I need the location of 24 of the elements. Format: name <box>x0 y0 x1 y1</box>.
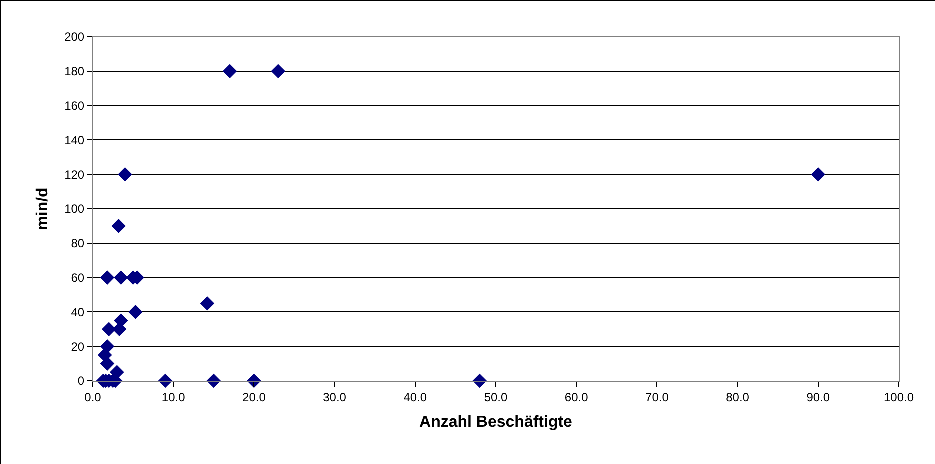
x-tick-label: 0.0 <box>84 390 102 404</box>
x-tick-label: 80.0 <box>726 390 750 404</box>
y-tick-label: 100 <box>64 202 85 216</box>
y-tick-label: 80 <box>71 236 85 251</box>
x-tick-label: 40.0 <box>404 390 428 404</box>
y-tick-label: 200 <box>64 30 85 44</box>
x-tick-label: 20.0 <box>242 390 266 404</box>
x-tick-label: 60.0 <box>564 390 589 404</box>
y-tick-label: 120 <box>64 168 85 182</box>
y-tick-label: 0 <box>78 374 85 388</box>
y-tick-label: 40 <box>71 305 85 320</box>
x-tick-label: 10.0 <box>162 390 186 404</box>
x-tick-label: 70.0 <box>646 390 670 404</box>
x-axis-title: Anzahl Beschäftigte <box>420 414 573 432</box>
y-tick-label: 20 <box>71 340 85 354</box>
y-tick-label: 160 <box>64 99 85 113</box>
y-tick-label: 140 <box>64 133 85 148</box>
y-tick-label: 60 <box>71 271 85 285</box>
y-tick-label: 180 <box>64 64 85 79</box>
y-axis-title: min/d <box>34 188 52 230</box>
x-tick-label: 90.0 <box>806 390 830 404</box>
x-tick-label: 50.0 <box>484 390 508 404</box>
x-tick-label: 30.0 <box>323 390 347 404</box>
x-tick-label: 100.0 <box>884 390 914 404</box>
